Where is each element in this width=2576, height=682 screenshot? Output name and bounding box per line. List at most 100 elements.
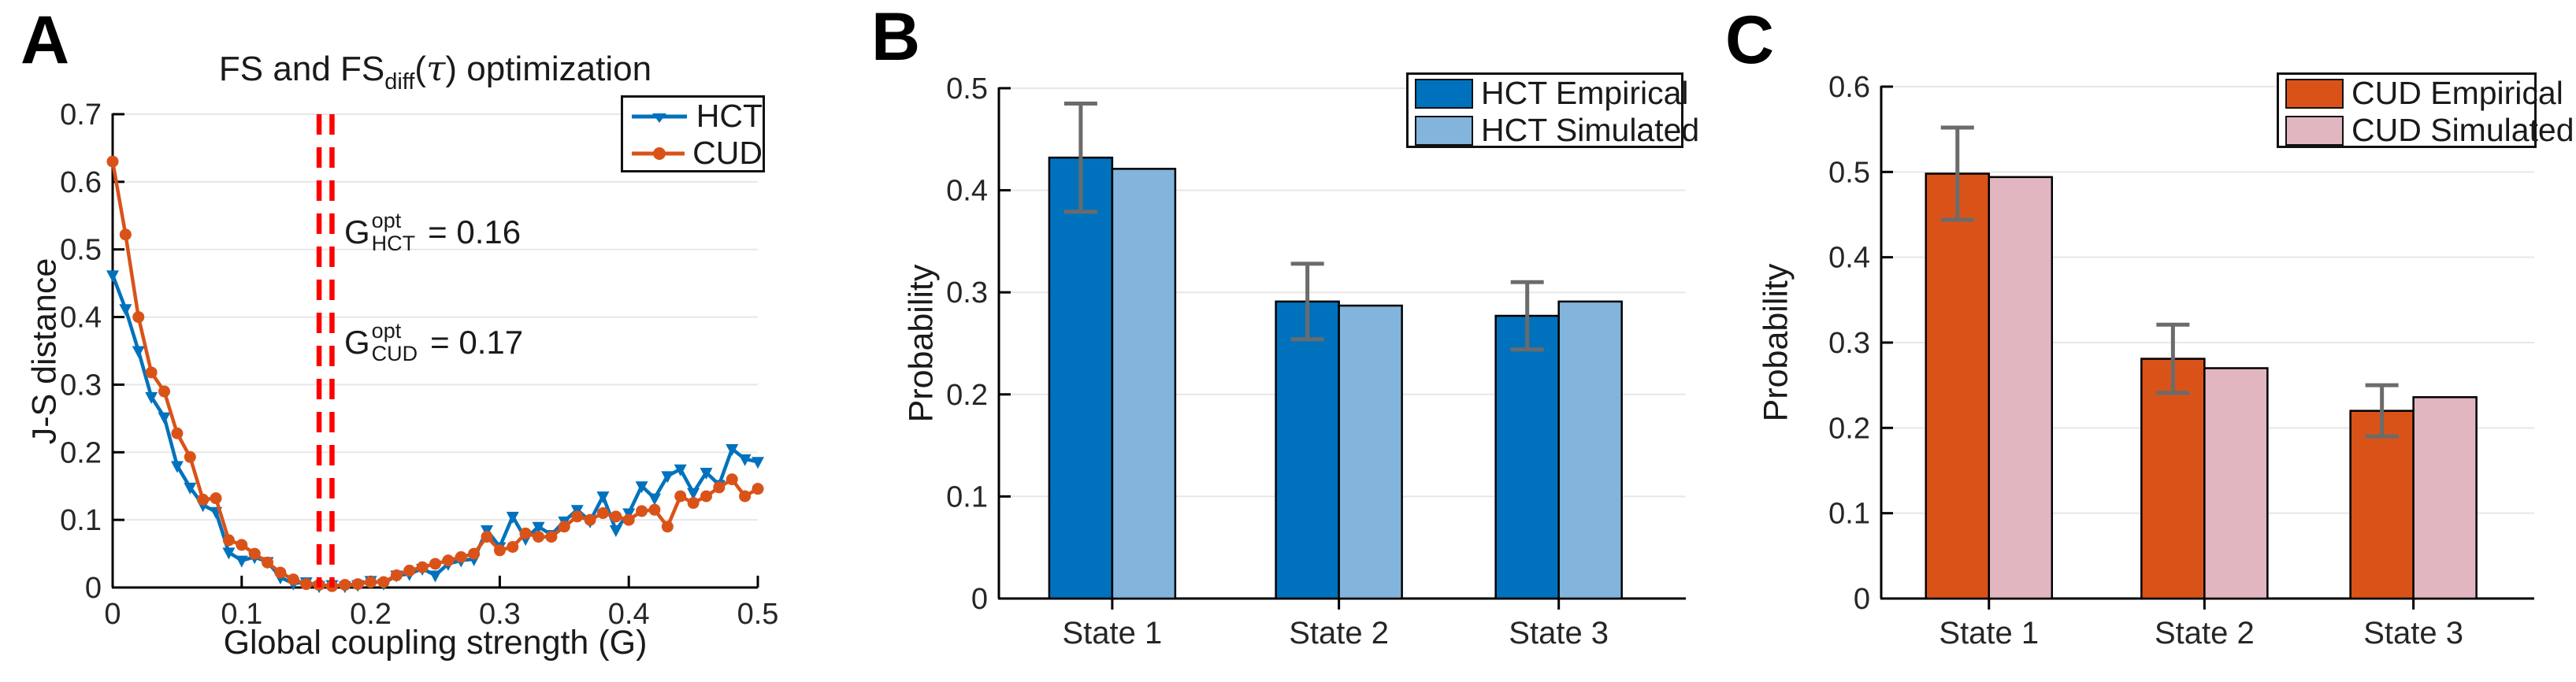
legend-label-cud: CUD [692,135,763,171]
cud-marker [726,473,738,486]
cud-marker [713,481,726,494]
bar-cud-simulated-state-2 [2203,367,2269,600]
cud-marker [390,569,403,582]
y-tick-label: 0.3 [1828,327,1870,360]
panel-a-legend: HCT CUD [621,95,765,172]
tau-symbol: τ [426,49,446,89]
y-tick-label: 0.4 [946,175,988,208]
hct-marker [506,511,519,524]
cud-marker [455,550,467,563]
hct-marker [170,461,184,473]
bar-cud-simulated-state-3 [2412,396,2478,600]
x-category-label: State 2 [2155,616,2255,650]
cud-marker [622,513,635,526]
cud-marker [507,540,519,553]
cud-marker [106,155,119,168]
hct-marker [661,471,674,484]
bar-hct-empirical-state-1 [1048,156,1114,600]
cud-marker [132,311,145,324]
cud-marker [236,539,248,551]
hct-marker [648,493,661,506]
x-tick-label: 0.3 [479,598,521,631]
x-category-label: State 3 [2363,616,2463,650]
legend-entry-cud-simulated: CUD Simulated [2279,112,2574,149]
title-main: FS and FS [218,50,385,88]
x-category-label: State 2 [1289,616,1389,650]
panel-b-bar-chart: 0 0.1 0.2 0.3 0.4 0.5 State 1 State 2 State 3 [946,72,1686,650]
cud-marker [468,547,481,560]
hct-marker [158,412,171,424]
panel-c-legend: CUD Empirical CUD Simulated [2277,72,2574,149]
bar-cud-empirical-state-1 [1925,172,1991,600]
legend-entry-cud: CUD [623,135,763,172]
hct-simulated-swatch [1415,115,1473,146]
panel-b-legend: HCT Empirical HCT Simulated [1406,72,1699,148]
x-tick-label: 0.1 [221,598,262,631]
y-tick-label: 0 [1854,583,1870,616]
cud-marker [571,510,584,523]
panel-b-ylabel: Probability [902,264,941,423]
hct-marker [106,270,119,283]
cud-marker [674,490,687,502]
panel-a-ylabel: J-S distance [25,258,64,445]
annotation-g-opt-hct: G opt HCT = 0.16 [344,209,522,256]
y-tick-label: 0.5 [946,72,988,106]
cud-marker [700,490,712,502]
panel-a-title: FS and FSdiff(τ) optimization [218,49,652,95]
cud-marker [222,534,235,547]
y-tick-label: 0.4 [1828,242,1870,275]
bar-hct-simulated-state-1 [1111,168,1177,600]
y-tick-label: 0.7 [60,98,102,132]
cud-marker [339,579,351,591]
panel-label-a: A [20,2,70,78]
y-tick-label: 0.6 [60,166,102,199]
cud-marker [171,427,184,439]
hct-marker [429,570,442,583]
cud-marker [739,490,752,502]
x-tick-label: 0.2 [350,598,392,631]
annotation-g-opt-cud: G opt CUD = 0.17 [344,319,524,366]
cud-marker [248,547,261,560]
hct-marker [609,525,622,538]
y-tick-label: 0.1 [946,480,988,513]
x-category-label: State 3 [1509,616,1609,650]
y-tick-label: 0.5 [60,234,102,267]
hct-marker [532,521,545,534]
hct-marker [738,454,752,466]
cud-marker [442,554,455,567]
hct-marker [752,457,764,469]
cud-marker [648,503,661,516]
y-tick-label: 0.3 [60,369,102,402]
cud-empirical-swatch [2285,78,2344,109]
y-tick-label: 0 [971,583,988,616]
y-tick-label: 0 [85,572,102,605]
cud-marker [687,497,700,510]
hct-marker [635,481,648,494]
hct-marker [222,547,236,560]
y-tick-label: 0.2 [60,436,102,469]
cud-marker [184,450,196,463]
bar-hct-empirical-state-2 [1275,300,1340,600]
y-tick-label: 0.6 [1828,71,1870,104]
y-tick-label: 0.5 [1828,156,1870,189]
cud-marker [274,566,287,579]
cud-marker [661,521,674,533]
y-tick-label: 0.2 [1828,412,1870,445]
panel-a-xlabel: Global coupling strength (G) [223,624,648,662]
cud-line-marker-sample [632,146,685,160]
cud-marker [145,366,158,379]
legend-label-hct-empirical: HCT Empirical [1481,75,1689,111]
legend-label-cud-empirical: CUD Empirical [2351,75,2563,111]
hct-marker [687,487,700,500]
cud-marker [365,576,377,588]
hct-line-marker-sample [632,113,687,123]
bar-cud-empirical-state-2 [2140,358,2206,600]
cud-marker [545,531,558,543]
cud-marker [210,492,222,505]
bar-cud-empirical-state-3 [2349,410,2415,600]
cud-marker [493,544,506,557]
cud-marker [610,510,622,523]
cud-marker [752,483,764,495]
panel-a-line-chart: 0 0.1 0.2 0.3 0.4 0.5 0.6 0.7 0 0.1 0.2 0.3 0.4 0.5 [60,98,778,631]
hct-marker [674,464,687,476]
